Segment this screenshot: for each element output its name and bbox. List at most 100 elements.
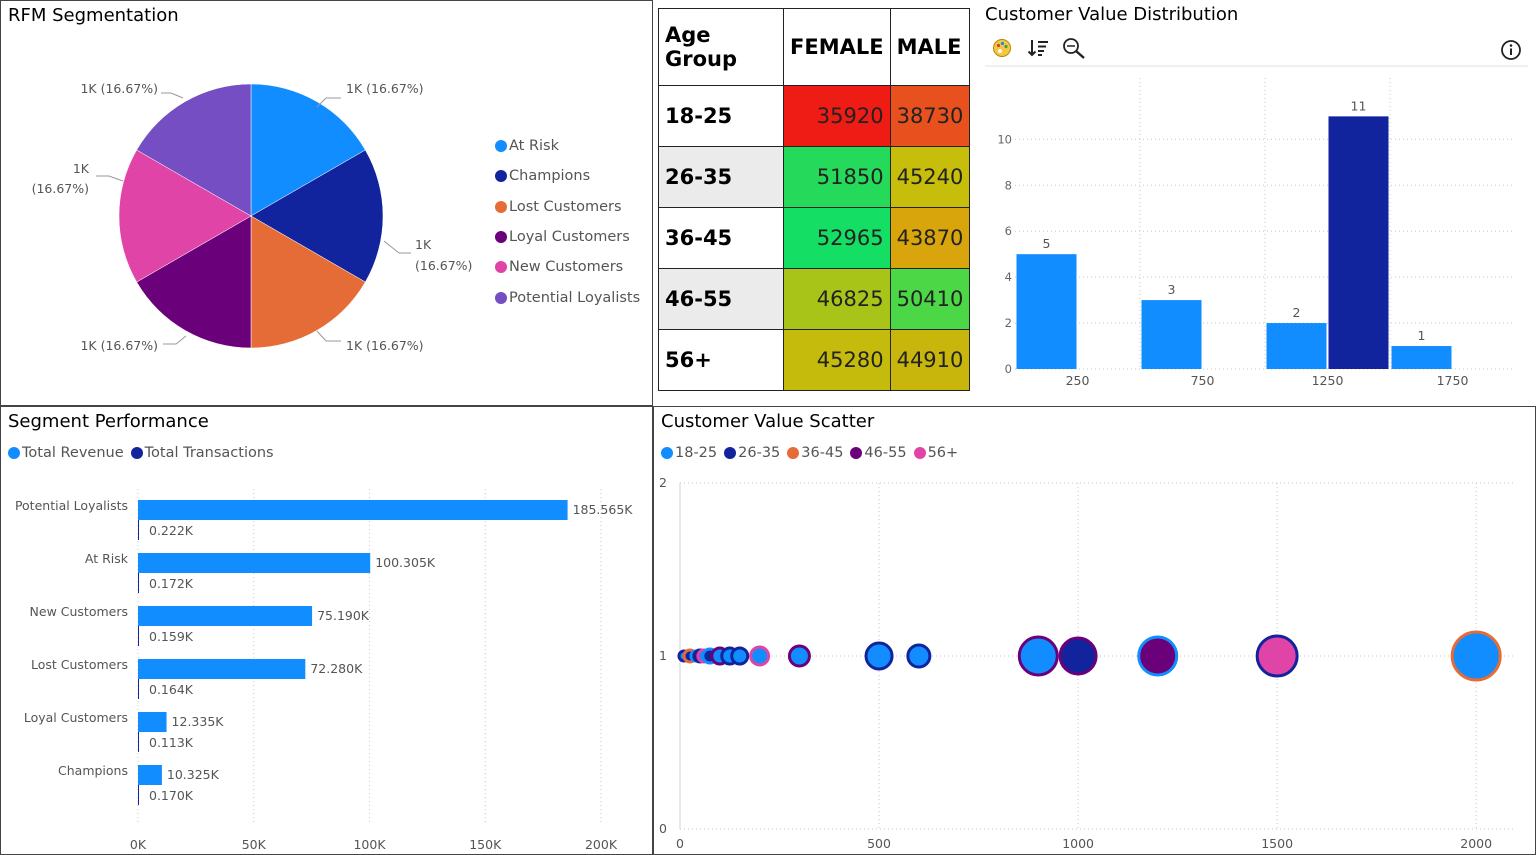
legend-dot: [495, 170, 507, 183]
panel-title: RFM Segmentation: [8, 5, 179, 26]
matrix-row[interactable]: 36-45 52965 43870: [658, 207, 971, 269]
transactions-bar[interactable]: [138, 732, 139, 752]
scatter-point[interactable]: [1255, 634, 1299, 678]
revenue-bar[interactable]: [138, 553, 371, 573]
pie-legend: At Risk Champions Lost Customers Loyal Cust…: [495, 131, 640, 313]
y-tick-label: 0: [1005, 362, 1012, 376]
transactions-bar[interactable]: [138, 626, 139, 646]
leader-line: [96, 175, 124, 182]
pie-slice[interactable]: [136, 83, 252, 217]
legend-item-label[interactable]: 46-55: [864, 445, 907, 461]
pie-slice[interactable]: [250, 149, 384, 283]
sort-icon[interactable]: [1026, 36, 1050, 60]
customer-value-distribution-panel: Customer Value Distribution 0 2 4 6 8 10 250 75…: [978, 0, 1536, 406]
zoom-icon[interactable]: [1062, 36, 1086, 60]
legend-item-label[interactable]: Total Revenue: [22, 445, 124, 461]
leader-line: [316, 330, 341, 342]
matrix-age-cell: 36-45: [658, 207, 784, 269]
matrix-header-age: Age Group: [658, 8, 784, 86]
histogram-bar[interactable]: [1391, 346, 1452, 369]
transactions-bar[interactable]: [138, 573, 139, 593]
scatter-point[interactable]: [787, 644, 811, 668]
y-category-label: Potential Loyalists: [15, 498, 128, 513]
revenue-bar[interactable]: [138, 606, 313, 626]
histogram-bar[interactable]: [1141, 300, 1202, 369]
legend-item[interactable]: At Risk: [495, 131, 640, 161]
legend-item[interactable]: New Customers: [495, 252, 640, 282]
bar-data-label: 185.565K: [573, 502, 634, 517]
legend-item[interactable]: Lost Customers: [495, 192, 640, 222]
scatter-chart[interactable]: 0 1 2 0 500 1000 1500 2000: [654, 407, 1535, 854]
matrix-male-cell: 45240: [889, 146, 971, 208]
revenue-bar[interactable]: [138, 712, 167, 732]
scatter-point[interactable]: [1450, 630, 1502, 682]
transactions-bar[interactable]: [138, 520, 139, 540]
legend-label: Loyal Customers: [509, 229, 630, 246]
matrix-age-cell: 26-35: [658, 146, 784, 208]
matrix-male-cell: 50410: [889, 268, 971, 330]
matrix-female-cell: 51850: [783, 146, 891, 208]
matrix-row[interactable]: 18-25 35920 38730: [658, 85, 971, 147]
scatter-point[interactable]: [906, 643, 932, 669]
bar-data-label: 10.325K: [167, 767, 220, 782]
bar-data-label: 0.164K: [149, 682, 194, 697]
age-gender-matrix: Age Group FEMALE MALE 18-25 35920 38730 26-…: [658, 8, 971, 391]
revenue-bar[interactable]: [138, 500, 568, 520]
pie-slice[interactable]: [250, 215, 366, 349]
scatter-point[interactable]: [730, 646, 750, 666]
segment-bar-chart[interactable]: 0K 50K 100K 150K 200K Potential Loyalists 185.…: [1, 407, 651, 854]
scatter-point[interactable]: [864, 641, 894, 671]
panel-title: Customer Value Scatter: [661, 411, 875, 432]
palette-icon[interactable]: [990, 36, 1014, 60]
legend-dot: [495, 200, 507, 213]
scatter-point[interactable]: [1058, 636, 1098, 676]
x-tick-label: 50K: [242, 837, 267, 852]
slice-data-label: (16.67%): [32, 181, 89, 196]
revenue-bar[interactable]: [138, 659, 306, 679]
legend-item[interactable]: Champions: [495, 161, 640, 191]
legend-dot: [8, 447, 20, 459]
histogram-bar[interactable]: [1016, 254, 1077, 369]
legend-dot: [724, 447, 737, 459]
legend-item-label[interactable]: 18-25: [675, 445, 718, 461]
legend-dot: [787, 447, 800, 459]
x-tick-label: 1250: [1312, 373, 1344, 388]
legend-item-label[interactable]: 56+: [927, 445, 959, 461]
bar-data-label: 12.335K: [172, 714, 225, 729]
x-tick-label: 200K: [585, 837, 618, 852]
legend-label: Lost Customers: [509, 198, 622, 215]
panel-title: Segment Performance: [8, 411, 209, 432]
x-tick-label: 250: [1066, 373, 1090, 388]
x-tick-label: 0: [676, 836, 684, 851]
transactions-bar[interactable]: [138, 785, 139, 805]
x-tick-label: 1750: [1437, 373, 1469, 388]
pie-slice[interactable]: [250, 83, 366, 217]
histogram-bar[interactable]: [1266, 323, 1327, 369]
panel-title: Customer Value Distribution: [985, 4, 1239, 25]
transactions-bar[interactable]: [138, 679, 139, 699]
histogram-bar[interactable]: [1328, 116, 1389, 369]
scatter-point[interactable]: [749, 645, 771, 667]
legend-item-label[interactable]: 26-35: [738, 445, 781, 461]
y-tick-label: 2: [659, 475, 667, 490]
scatter-point[interactable]: [1017, 635, 1059, 677]
legend-item-label[interactable]: 36-45: [801, 445, 844, 461]
matrix-row[interactable]: 46-55 46825 50410: [658, 268, 971, 330]
pie-chart[interactable]: 1K (16.67%) 1K (16.67%) 1K (16.67%) 1K (16.6…: [1, 1, 651, 401]
matrix-male-cell: 43870: [889, 207, 971, 269]
legend-dot: [130, 447, 143, 459]
revenue-bar[interactable]: [138, 765, 162, 785]
matrix-male-cell: 38730: [889, 85, 971, 147]
info-icon[interactable]: [1499, 38, 1523, 62]
legend-item[interactable]: Loyal Customers: [495, 222, 640, 252]
legend-item-label[interactable]: Total Transactions: [144, 445, 274, 461]
matrix-row[interactable]: 26-35 51850 45240: [658, 146, 971, 208]
scatter-point[interactable]: [1137, 635, 1179, 677]
pie-slice[interactable]: [136, 215, 252, 349]
matrix-female-cell: 35920: [783, 85, 891, 147]
matrix-row[interactable]: 56+ 45280 44910: [658, 329, 971, 391]
slice-data-label: 1K (16.67%): [346, 338, 424, 353]
legend-item[interactable]: Potential Loyalists: [495, 282, 640, 312]
pie-slice[interactable]: [118, 149, 252, 283]
